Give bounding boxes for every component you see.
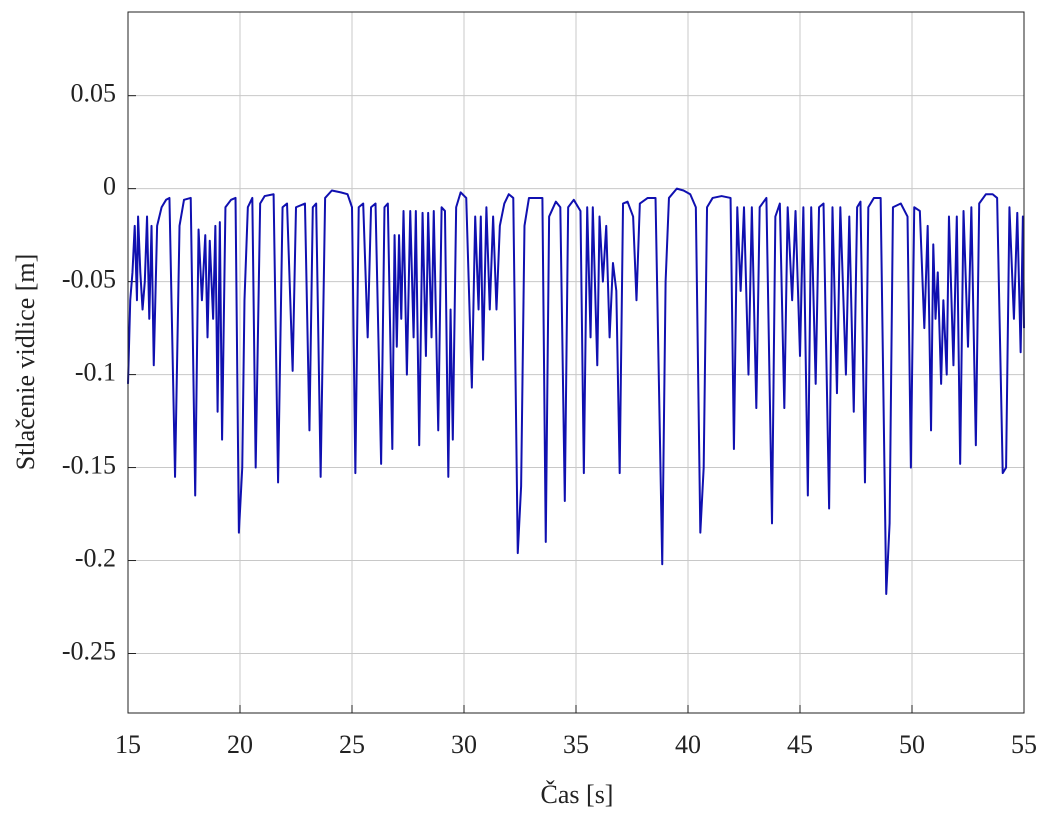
x-tick-label: 50 xyxy=(899,730,925,759)
y-tick-label: -0.1 xyxy=(75,358,116,387)
x-tick-label: 25 xyxy=(339,730,365,759)
y-tick-label: 0 xyxy=(103,172,116,201)
x-tick-label: 35 xyxy=(563,730,589,759)
y-tick-label: -0.2 xyxy=(75,543,116,572)
y-tick-label: 0.05 xyxy=(71,79,117,108)
x-tick-label: 20 xyxy=(227,730,253,759)
x-tick-label: 30 xyxy=(451,730,477,759)
y-tick-label: -0.15 xyxy=(62,451,116,480)
plot-frame xyxy=(127,11,1025,714)
x-tick-label: 45 xyxy=(787,730,813,759)
data-line xyxy=(127,187,1025,595)
x-axis-label: Čas [s] xyxy=(541,780,614,809)
x-tick-label: 40 xyxy=(675,730,701,759)
x-tick-label: 55 xyxy=(1011,730,1037,759)
y-tick-label: -0.25 xyxy=(62,636,116,665)
x-tick-label: 15 xyxy=(115,730,141,759)
y-axis-label: Stlačenie vidlice [m] xyxy=(11,254,40,471)
y-tick-label: -0.05 xyxy=(62,265,116,294)
